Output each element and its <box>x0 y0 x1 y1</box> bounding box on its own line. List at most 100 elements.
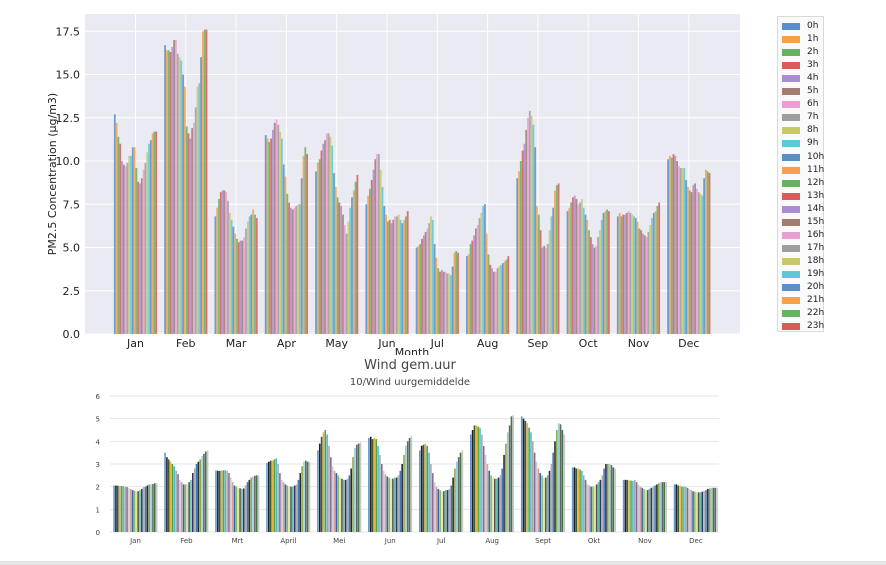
pm25-bar <box>448 273 450 334</box>
wind-x-tick-label: Okt <box>588 537 601 545</box>
pm25-bar <box>627 211 630 334</box>
pm25-x-tick-label: Aug <box>477 337 498 350</box>
pm25-bar <box>144 162 147 334</box>
pm25-bar <box>473 235 475 334</box>
pm25-bar <box>376 154 378 334</box>
wind-bar <box>665 482 667 532</box>
pm25-bar <box>176 53 179 334</box>
pm25-bar <box>327 133 330 334</box>
pm25-bar <box>706 171 709 334</box>
pm25-bar <box>200 57 202 335</box>
pm25-bar <box>234 233 237 334</box>
pm25-bar <box>527 117 529 334</box>
wind-bar <box>492 477 494 532</box>
wind-bar <box>494 478 496 532</box>
wind-bar <box>408 437 411 532</box>
pm25-bar <box>546 244 549 334</box>
pm25-bar <box>140 178 143 334</box>
pm25-bar <box>169 52 172 335</box>
wind-bar <box>324 430 327 532</box>
wind-bar <box>457 457 460 532</box>
wind-bar <box>486 464 489 532</box>
wind-bar <box>539 473 541 532</box>
wind-bar <box>679 485 681 532</box>
wind-bar <box>603 468 605 532</box>
wind-bar <box>495 478 498 532</box>
wind-bar <box>137 491 139 532</box>
wind-bar <box>571 467 574 532</box>
wind-bar <box>277 464 279 532</box>
legend-swatch <box>782 284 800 291</box>
wind-bar <box>305 460 307 532</box>
legend-label: 4h <box>807 73 819 84</box>
legend-label: 1h <box>807 34 819 45</box>
wind-bar <box>420 445 423 532</box>
pm25-bar <box>349 207 352 334</box>
pm25-bar <box>171 46 174 335</box>
pm25-bar <box>475 228 477 334</box>
wind-x-tick-label: Dec <box>689 537 703 545</box>
pm25-bar <box>651 218 653 334</box>
wind-bar <box>126 487 128 532</box>
wind-bar <box>193 468 196 532</box>
pm25-bar <box>521 150 524 334</box>
wind-y-tick-label: 3 <box>96 461 100 469</box>
pm25-bar <box>669 155 671 334</box>
wind-bar <box>479 427 481 532</box>
wind-bar <box>128 488 130 532</box>
wind-bar <box>439 490 441 532</box>
pm25-bar <box>620 216 623 334</box>
pm25-bar <box>383 206 386 334</box>
wind-bar <box>266 462 268 532</box>
wind-bar <box>554 441 556 532</box>
pm25-bar <box>178 57 181 335</box>
wind-bar <box>280 479 283 532</box>
pm25-x-tick-label: Jul <box>430 337 444 350</box>
pm25-y-tick-label: 10.0 <box>56 155 81 168</box>
legend-swatch <box>782 270 800 278</box>
pm25-bar <box>275 119 278 334</box>
pm25-bar <box>647 231 650 334</box>
legend-item: 4h <box>778 73 823 85</box>
pm25-bar <box>225 192 228 334</box>
pm25-bar <box>536 206 538 334</box>
pm25-bar <box>214 216 217 334</box>
pm25-bar <box>151 133 154 334</box>
pm25-bar <box>284 176 287 334</box>
legend-item: 12h <box>778 178 824 190</box>
pm25-bar <box>595 245 598 334</box>
wind-bar <box>537 468 540 532</box>
pm25-bar <box>133 147 136 334</box>
wind-x-ticks: Jan Feb Mrt April Mei Jun Jul Aug Sept Okt Nov Dec <box>129 537 703 545</box>
wind-bar <box>624 479 627 532</box>
wind-bar <box>656 484 658 532</box>
wind-bar <box>171 464 174 532</box>
pm25-bar <box>467 254 470 334</box>
pm25-bar <box>356 174 359 334</box>
wind-y-tick-label: 2 <box>96 484 100 492</box>
pm25-bar <box>135 167 138 334</box>
wind-bar <box>546 475 549 532</box>
wind-bar <box>444 490 447 532</box>
pm25-bar <box>624 214 626 334</box>
pm25-bar <box>352 190 355 334</box>
pm25-bar <box>670 157 673 334</box>
wind-bar <box>218 470 221 532</box>
pm25-bar <box>318 159 321 334</box>
wind-bar <box>473 425 476 532</box>
wind-bar <box>346 478 349 532</box>
pm25-bar <box>130 155 132 334</box>
pm25-bar <box>232 226 235 334</box>
pm25-bar <box>428 223 431 334</box>
wind-bar <box>431 473 434 532</box>
legend-swatch <box>782 244 800 252</box>
pm25-bar <box>266 138 269 334</box>
wind-chart-subtitle: 10/Wind uurgemiddelde <box>350 377 470 388</box>
wind-bar <box>392 478 394 532</box>
pm25-bar <box>248 216 251 334</box>
pm25-bar <box>367 195 369 334</box>
pm25-bar <box>541 247 544 334</box>
wind-y-tick-label: 0 <box>96 529 100 537</box>
wind-bar <box>322 432 325 532</box>
pm25-bar <box>642 233 644 334</box>
